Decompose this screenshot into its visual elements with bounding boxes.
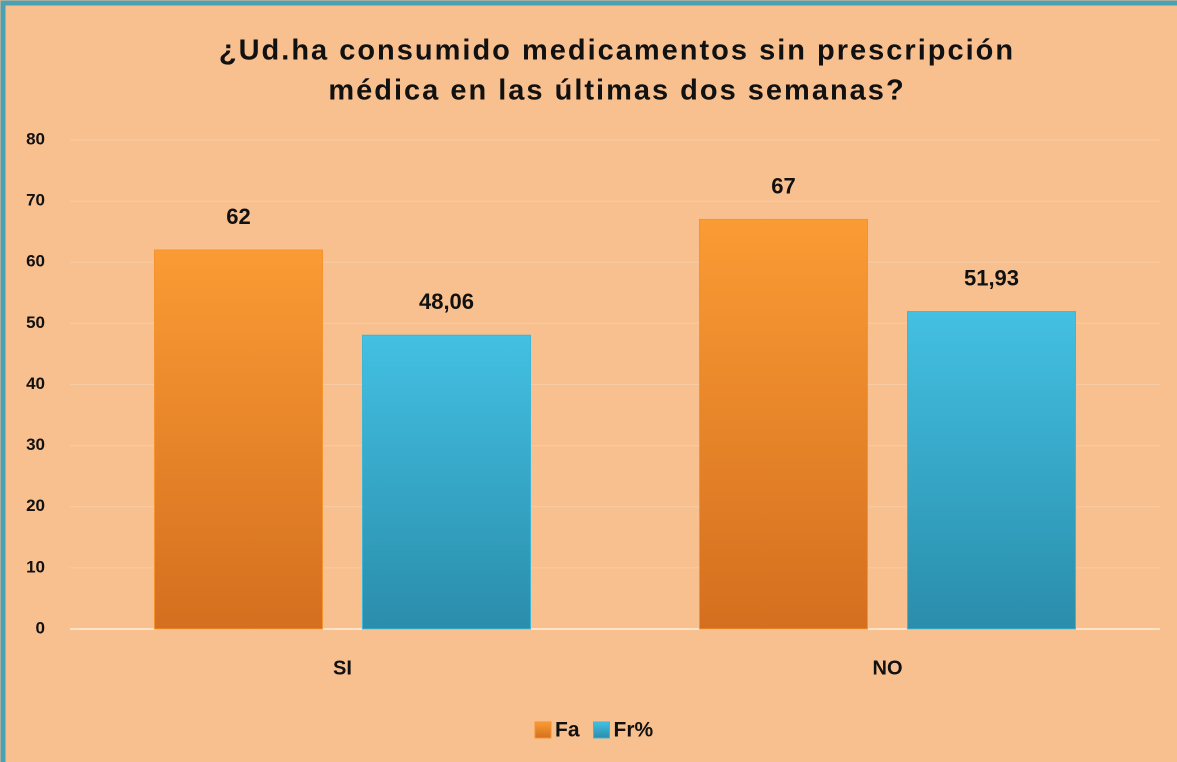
data-label: 48,06 bbox=[419, 289, 474, 314]
bar bbox=[154, 249, 323, 630]
y-tick-label: 80 bbox=[26, 129, 45, 148]
legend-swatch bbox=[534, 721, 552, 739]
legend-swatch bbox=[593, 721, 611, 739]
y-tick-label: 30 bbox=[26, 435, 45, 454]
y-tick-label: 70 bbox=[26, 191, 45, 210]
legend-label: Fa bbox=[555, 719, 580, 742]
bar bbox=[699, 218, 868, 630]
y-tick-label: 10 bbox=[26, 557, 45, 576]
data-label: 51,93 bbox=[964, 265, 1019, 290]
y-tick-label: 50 bbox=[26, 313, 45, 332]
data-label: 67 bbox=[771, 173, 795, 198]
chart-title: ¿Ud.ha consumido medicamentos sin prescr… bbox=[219, 35, 1015, 67]
x-tick-label: SI bbox=[333, 657, 352, 679]
y-tick-label: 20 bbox=[26, 496, 45, 515]
y-tick-label: 60 bbox=[26, 252, 45, 271]
x-tick-label: NO bbox=[873, 657, 903, 679]
legend-label: Fr% bbox=[614, 719, 654, 742]
bar bbox=[362, 334, 531, 630]
bar bbox=[907, 311, 1076, 630]
y-tick-label: 0 bbox=[36, 618, 45, 637]
y-tick-label: 40 bbox=[26, 374, 45, 393]
data-label: 62 bbox=[226, 204, 250, 229]
chart-title: médica en las últimas dos semanas? bbox=[328, 75, 905, 107]
